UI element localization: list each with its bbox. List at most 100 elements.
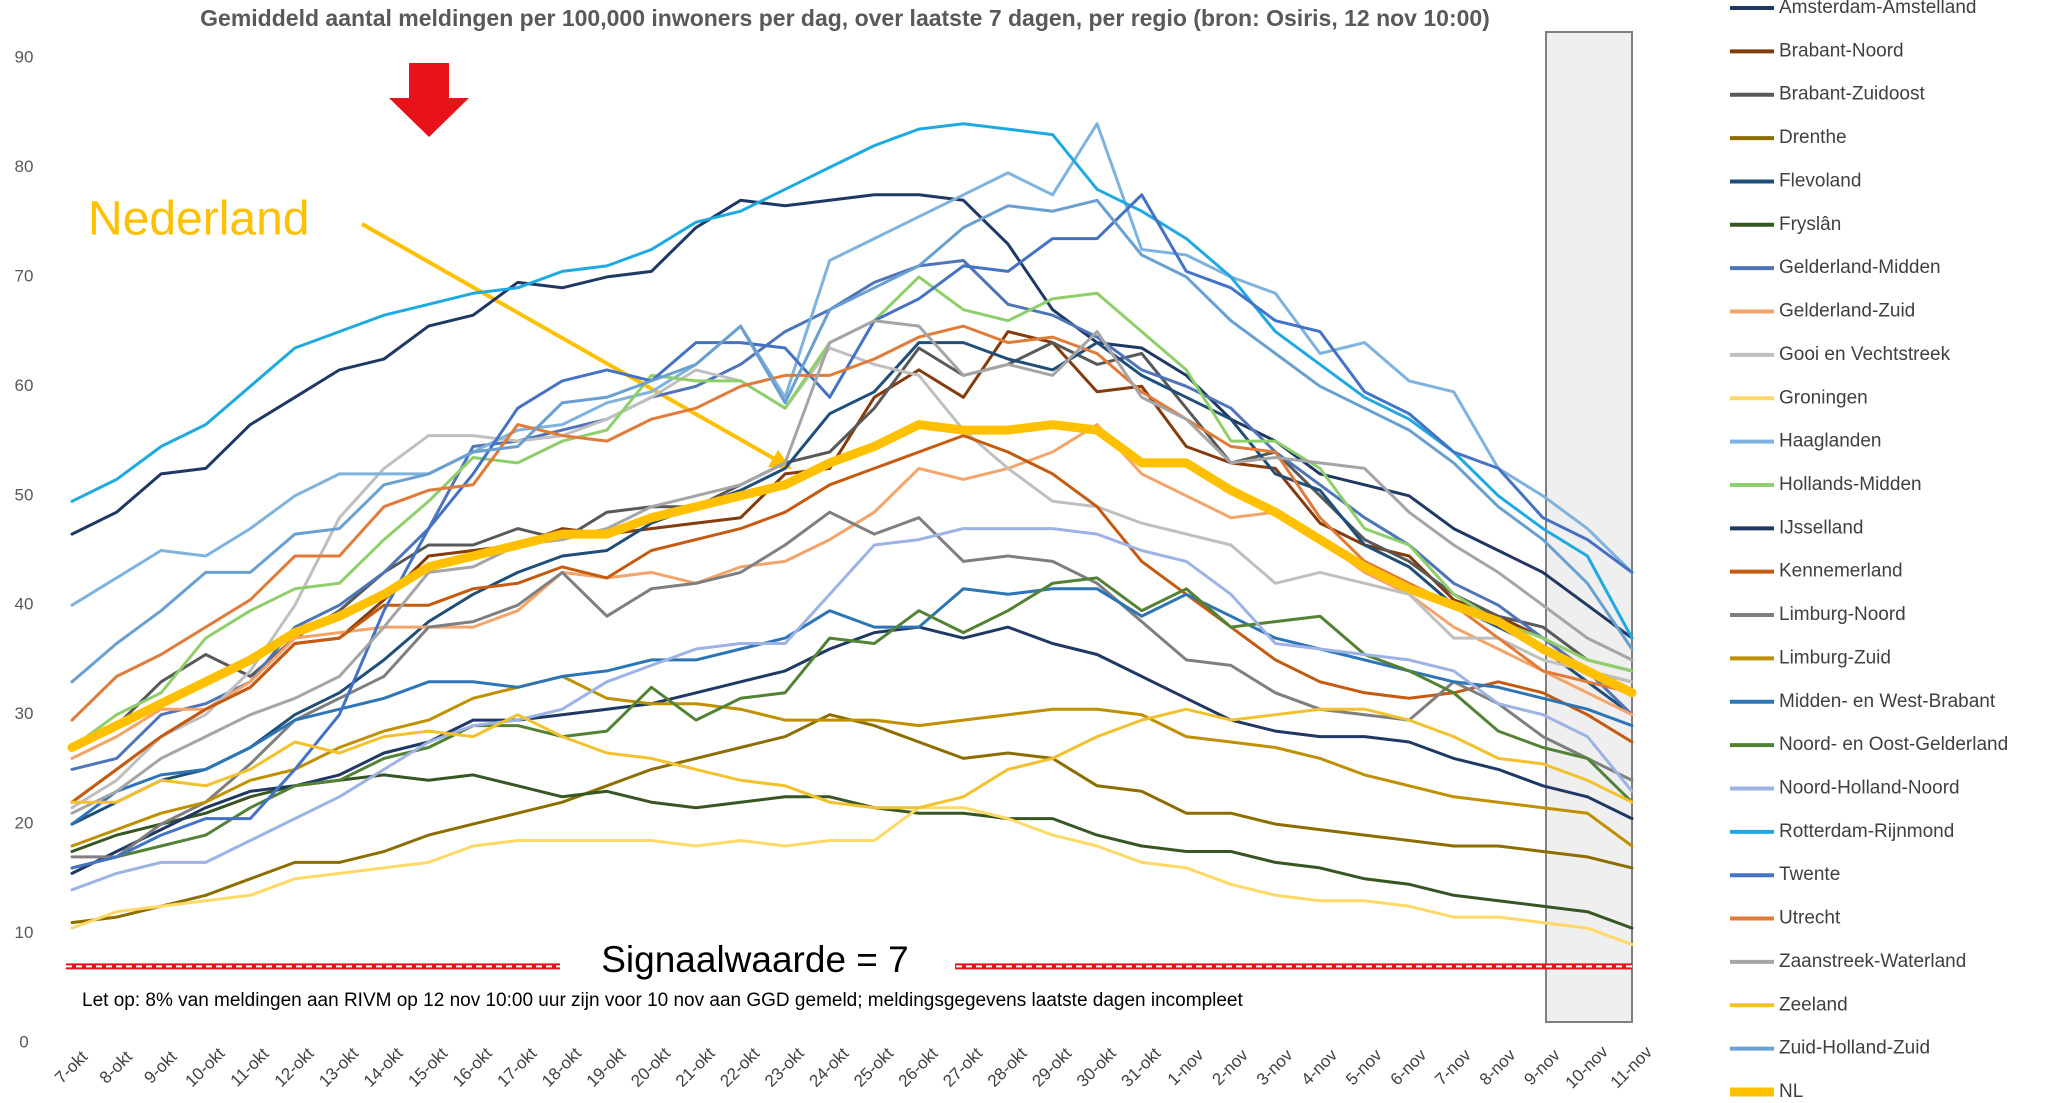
legend-label: Zuid-Holland-Zuid bbox=[1779, 1038, 1930, 1059]
series-line bbox=[70, 259, 1634, 771]
nederland-arrowhead bbox=[768, 450, 792, 469]
x-tick-label: 16-okt bbox=[449, 1044, 496, 1091]
series-line bbox=[70, 510, 1634, 859]
x-tick-label: 1-nov bbox=[1164, 1045, 1208, 1089]
series-line bbox=[70, 341, 1634, 826]
series-line bbox=[70, 587, 1634, 826]
legend-label: Flevoland bbox=[1779, 170, 1861, 191]
legend-label: Brabant-Noord bbox=[1779, 40, 1904, 61]
legend-label: Gooi en Vechtstreek bbox=[1779, 344, 1951, 365]
x-tick-label: 10-nov bbox=[1562, 1042, 1613, 1093]
y-tick-label: 70 bbox=[15, 266, 34, 285]
x-tick-label: 13-okt bbox=[315, 1044, 362, 1091]
legend-label: Gelderland-Midden bbox=[1779, 257, 1941, 278]
y-tick-label: 60 bbox=[15, 376, 34, 395]
legend-label: NL bbox=[1779, 1081, 1803, 1098]
series-line bbox=[70, 198, 1634, 684]
series-line bbox=[70, 275, 1634, 749]
series-line bbox=[70, 576, 1634, 870]
series-line bbox=[70, 122, 1634, 640]
x-tick-label: 9-nov bbox=[1520, 1045, 1564, 1089]
x-tick-label: 21-okt bbox=[672, 1044, 719, 1091]
legend-label: Drenthe bbox=[1779, 127, 1847, 148]
x-tick-label: 27-okt bbox=[939, 1044, 986, 1091]
legend: Amsterdam-Amstelland Brabant-Noord Brabant… bbox=[1730, 0, 2008, 1102]
legend-label: Limburg-Zuid bbox=[1779, 647, 1891, 668]
x-tick-label: 3-nov bbox=[1253, 1045, 1297, 1089]
x-tick-label: 15-okt bbox=[404, 1044, 451, 1091]
x-tick-label: 30-okt bbox=[1073, 1044, 1120, 1091]
legend-label: Noord- en Oost-Gelderland bbox=[1779, 734, 2008, 755]
legend-label: Amsterdam-Amstelland bbox=[1779, 0, 1976, 18]
x-tick-label: 8-nov bbox=[1476, 1045, 1520, 1089]
y-tick-label: 90 bbox=[15, 47, 34, 66]
legend-label: Brabant-Zuidoost bbox=[1779, 84, 1925, 105]
x-tick-label: 31-okt bbox=[1118, 1044, 1165, 1091]
x-tick-label: 14-okt bbox=[360, 1044, 407, 1091]
x-tick-label: 2-nov bbox=[1208, 1045, 1252, 1089]
x-tick-label: 19-okt bbox=[583, 1044, 630, 1091]
series-line bbox=[70, 707, 1634, 810]
x-tick-label: 10-okt bbox=[182, 1044, 229, 1091]
x-tick-label: 11-okt bbox=[227, 1044, 273, 1090]
x-tick-label: 12-okt bbox=[271, 1044, 318, 1091]
series-line bbox=[70, 527, 1634, 892]
x-tick-label: 17-okt bbox=[494, 1044, 541, 1091]
legend-label: Midden- en West-Brabant bbox=[1779, 691, 1996, 712]
y-tick-label: 20 bbox=[15, 814, 34, 833]
y-tick-label: 50 bbox=[15, 485, 34, 504]
x-tick-label: 29-okt bbox=[1028, 1044, 1075, 1091]
x-tick-label: 7-okt bbox=[51, 1047, 91, 1087]
series-line bbox=[70, 193, 1634, 640]
x-tick-label: 7-nov bbox=[1431, 1045, 1475, 1089]
series-line bbox=[70, 193, 1634, 870]
x-tick-label: 24-okt bbox=[806, 1044, 853, 1091]
legend-label: Noord-Holland-Noord bbox=[1779, 777, 1960, 798]
x-tick-label: 26-okt bbox=[895, 1044, 942, 1091]
x-tick-label: 22-okt bbox=[716, 1044, 763, 1091]
note: Let op: 8% van meldingen aan RIVM op 12 … bbox=[82, 990, 1244, 1011]
legend-label: Gelderland-Zuid bbox=[1779, 301, 1915, 322]
series-line bbox=[70, 434, 1634, 804]
legend-label: Zeeland bbox=[1779, 994, 1848, 1015]
series-line bbox=[70, 423, 1634, 760]
signal-label: Signaalwaarde = 7 bbox=[601, 939, 909, 980]
x-tick-label: 9-okt bbox=[140, 1047, 180, 1087]
signal-label-bg bbox=[560, 938, 955, 989]
red-arrow bbox=[389, 63, 469, 137]
x-tick-label: 23-okt bbox=[761, 1044, 808, 1091]
nederland-label: Nederland bbox=[88, 193, 309, 246]
series-line bbox=[67, 420, 1637, 752]
legend-label: Hollands-Midden bbox=[1779, 474, 1922, 495]
x-tick-label: 4-nov bbox=[1298, 1045, 1342, 1089]
legend-label: Utrecht bbox=[1779, 908, 1841, 929]
x-tick-label: 11-nov bbox=[1607, 1042, 1657, 1092]
legend-label: IJsselland bbox=[1779, 517, 1864, 538]
legend-label: Limburg-Noord bbox=[1779, 604, 1906, 625]
series-line bbox=[70, 625, 1634, 875]
x-tick-label: 6-nov bbox=[1387, 1045, 1431, 1089]
x-tick-label: 25-okt bbox=[850, 1044, 897, 1091]
legend-label: Fryslân bbox=[1779, 214, 1841, 235]
y-tick-label: 30 bbox=[15, 704, 34, 723]
y-tick-label: 10 bbox=[15, 923, 34, 942]
legend-label: Kennemerland bbox=[1779, 561, 1903, 582]
legend-label: Rotterdam-Rijnmond bbox=[1779, 821, 1954, 842]
y-tick-label: 80 bbox=[15, 157, 34, 176]
legend-label: Haaglanden bbox=[1779, 431, 1881, 452]
series-line bbox=[70, 324, 1634, 722]
legend-label: Twente bbox=[1779, 864, 1840, 885]
series-line bbox=[70, 319, 1634, 815]
legend-label: Zaanstreek-Waterland bbox=[1779, 951, 1966, 972]
x-tick-label: 20-okt bbox=[627, 1044, 674, 1091]
x-tick-label: 18-okt bbox=[538, 1044, 585, 1091]
y-tick-label: 40 bbox=[15, 595, 34, 614]
nederland-arrow bbox=[361, 222, 781, 464]
x-tick-label: 5-nov bbox=[1342, 1045, 1386, 1089]
series-line bbox=[70, 674, 1634, 848]
x-tick-label: 28-okt bbox=[984, 1044, 1031, 1091]
series-line bbox=[70, 122, 1634, 607]
y-tick-label: 0 bbox=[19, 1032, 28, 1051]
